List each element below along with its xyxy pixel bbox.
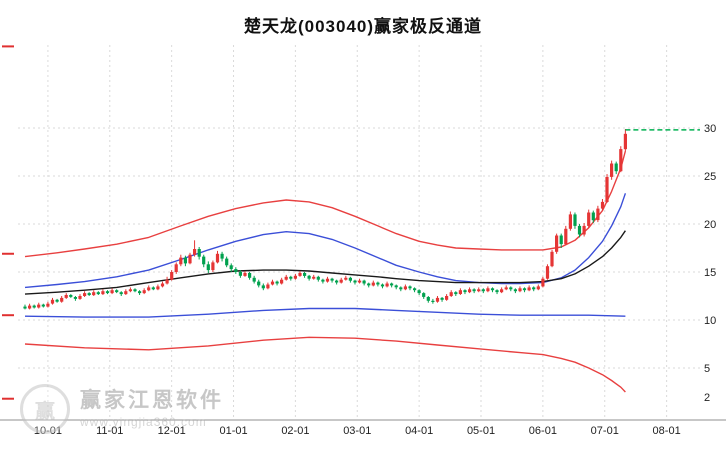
x-axis-labels: 10-01 11-01 12-01 01-01 02-01 03-01 04-01 05-01… (34, 425, 681, 437)
svg-text:03-01: 03-01 (343, 425, 371, 437)
svg-text:08-01: 08-01 (653, 425, 681, 437)
left-axis-marks (2, 45, 14, 400)
svg-text:11-01: 11-01 (96, 425, 123, 437)
svg-text:30: 30 (704, 123, 716, 135)
svg-text:05-01: 05-01 (467, 425, 495, 437)
svg-text:5: 5 (704, 363, 710, 375)
band-lower-mid-blue (24, 307, 626, 318)
svg-text:07-01: 07-01 (591, 425, 619, 437)
svg-text:04-01: 04-01 (405, 425, 433, 437)
grid-layer (18, 45, 700, 420)
svg-text:10-01: 10-01 (34, 425, 62, 437)
svg-text:06-01: 06-01 (529, 425, 557, 437)
band-life-line-black (24, 230, 626, 295)
y-axis-labels: 30 25 20 15 10 5 2 (704, 123, 716, 404)
svg-text:02-01: 02-01 (281, 425, 309, 437)
svg-text:01-01: 01-01 (219, 425, 247, 437)
svg-text:10: 10 (704, 315, 716, 327)
band-upper-mid-blue (24, 193, 627, 289)
band-upper-rail-red (24, 150, 627, 258)
svg-text:2: 2 (704, 392, 710, 404)
svg-text:12-01: 12-01 (158, 425, 186, 437)
svg-text:15: 15 (704, 267, 716, 279)
svg-text:25: 25 (704, 171, 716, 183)
svg-text:20: 20 (704, 219, 716, 231)
candles-layer (23, 129, 627, 310)
chart-title: 楚天龙(003040)赢家极反通道 (243, 17, 483, 36)
band-lower-rail-red (24, 336, 626, 393)
